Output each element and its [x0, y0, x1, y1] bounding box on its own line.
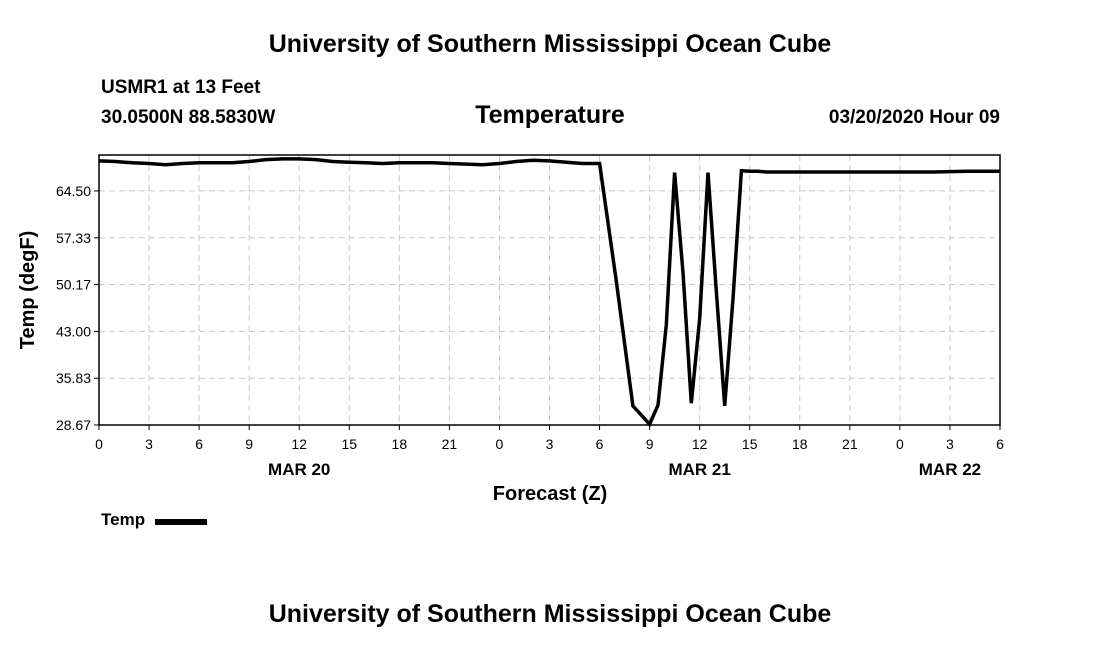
y-tick-label: 35.83 — [56, 370, 91, 386]
y-tick-label: 28.67 — [56, 417, 91, 433]
y-tick-label: 64.50 — [56, 183, 91, 199]
station-coordinates: 30.0500N 88.5830W — [101, 107, 276, 128]
legend-swatch — [155, 518, 208, 525]
y-tick-label: 50.17 — [56, 277, 91, 293]
x-tick-label: 9 — [646, 436, 654, 452]
station-label: USMR1 at 13 Feet — [101, 77, 261, 98]
date-label: MAR 22 — [919, 460, 981, 479]
x-tick-label: 12 — [692, 436, 708, 452]
x-tick-label: 0 — [496, 436, 504, 452]
chart-title: University of Southern Mississippi Ocean… — [268, 30, 832, 58]
variable-title: Temperature — [475, 101, 625, 129]
x-tick-label: 15 — [742, 436, 758, 452]
x-tick-label: 18 — [792, 436, 808, 452]
y-tick-label: 57.33 — [56, 230, 91, 246]
x-tick-label: 3 — [546, 436, 554, 452]
x-tick-label: 18 — [392, 436, 408, 452]
x-tick-label: 21 — [842, 436, 858, 452]
date-label: MAR 20 — [268, 460, 330, 479]
x-tick-label: 15 — [341, 436, 357, 452]
plot-frame — [98, 154, 1001, 426]
x-tick-label: 12 — [291, 436, 307, 452]
footer-title: University of Southern Mississippi Ocean… — [268, 600, 832, 628]
y-axis-label: Temp (degF) — [17, 231, 39, 350]
x-tick-label: 3 — [145, 436, 153, 452]
forecast-datetime: 03/20/2020 Hour 09 — [828, 107, 1000, 128]
legend: Temp — [101, 510, 208, 530]
x-tick-label: 6 — [195, 436, 203, 452]
x-tick-label: 6 — [596, 436, 604, 452]
x-tick-label: 0 — [95, 436, 103, 452]
x-tick-label: 0 — [896, 436, 904, 452]
y-tick-label: 43.00 — [56, 323, 91, 339]
x-axis-label: Forecast (Z) — [493, 483, 607, 505]
x-tick-label: 9 — [245, 436, 253, 452]
x-tick-label: 6 — [996, 436, 1004, 452]
date-label: MAR 21 — [668, 460, 730, 479]
legend-label: Temp — [101, 510, 146, 529]
x-tick-label: 3 — [946, 436, 954, 452]
x-tick-label: 21 — [442, 436, 458, 452]
series-line-temp — [98, 157, 1000, 428]
